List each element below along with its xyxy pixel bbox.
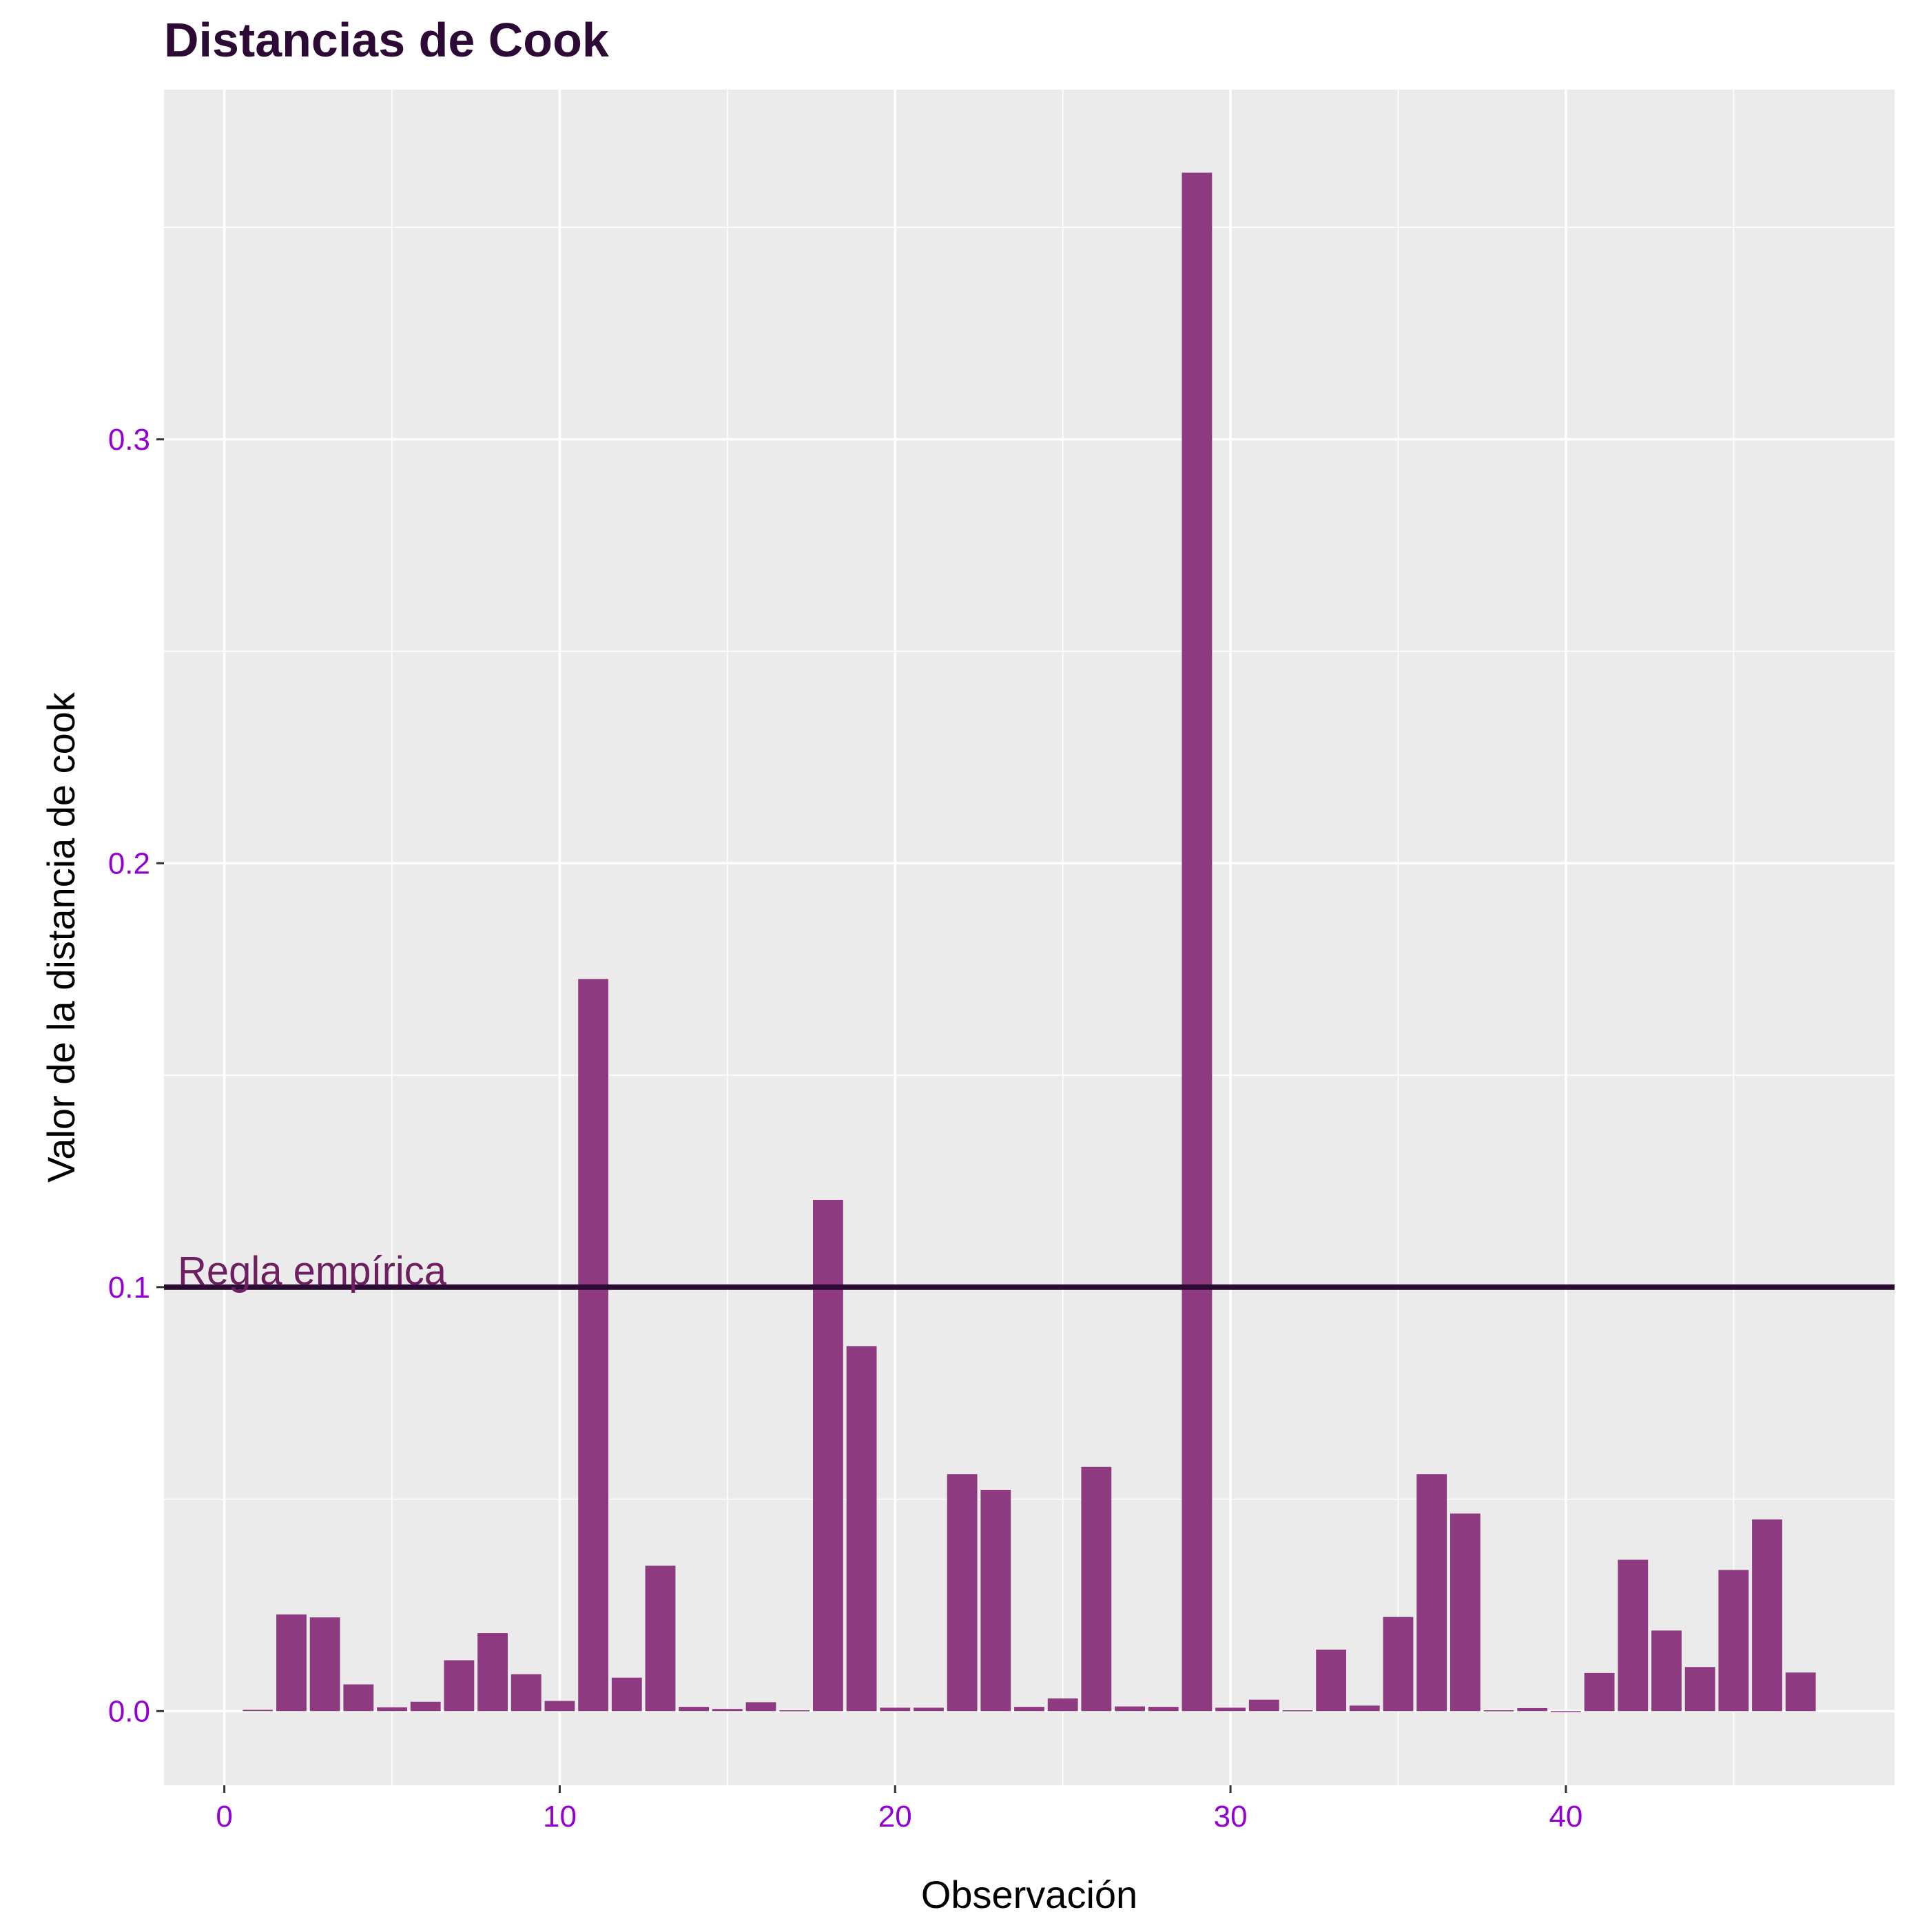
bar-observation-40 bbox=[1551, 1711, 1581, 1712]
bar-observation-37 bbox=[1450, 1513, 1481, 1712]
bar-observation-47 bbox=[1785, 1672, 1816, 1712]
x-tick-label: 20 bbox=[878, 1800, 912, 1834]
bar-observation-41 bbox=[1584, 1672, 1615, 1712]
bar-observation-38 bbox=[1483, 1710, 1514, 1712]
bar-observation-25 bbox=[1047, 1698, 1078, 1712]
bar-observation-42 bbox=[1618, 1559, 1649, 1712]
bar-observation-24 bbox=[1014, 1707, 1044, 1712]
bar-observation-45 bbox=[1718, 1570, 1749, 1712]
bar-observation-31 bbox=[1248, 1699, 1279, 1712]
bar-observation-9 bbox=[510, 1674, 541, 1712]
bar-observation-11 bbox=[578, 979, 609, 1712]
x-tick-label: 0 bbox=[216, 1800, 232, 1834]
y-tick-label: 0.2 bbox=[108, 846, 150, 880]
bar-observation-33 bbox=[1316, 1650, 1347, 1712]
major-gridlines bbox=[164, 90, 1895, 1785]
bar-observation-20 bbox=[880, 1707, 911, 1712]
bar-observation-14 bbox=[679, 1707, 710, 1712]
minor-gridlines bbox=[164, 90, 1895, 1785]
bar-observation-19 bbox=[846, 1346, 877, 1712]
bar-observation-36 bbox=[1416, 1474, 1447, 1712]
bar-observation-32 bbox=[1282, 1710, 1313, 1712]
x-axis-title: Observación bbox=[921, 1873, 1137, 1916]
bar-observation-28 bbox=[1148, 1707, 1179, 1712]
bar-observation-13 bbox=[645, 1566, 676, 1712]
bar-observation-8 bbox=[477, 1633, 508, 1712]
bar-observation-30 bbox=[1215, 1707, 1246, 1712]
bar-observation-35 bbox=[1383, 1617, 1414, 1712]
x-tick-label: 10 bbox=[543, 1800, 577, 1834]
x-tick-label: 30 bbox=[1214, 1800, 1248, 1834]
reference-line-label: Regla empírica bbox=[178, 1249, 447, 1294]
x-tick-label: 40 bbox=[1549, 1800, 1582, 1834]
bar-observation-46 bbox=[1752, 1519, 1782, 1712]
bar-observation-17 bbox=[779, 1710, 810, 1712]
bars bbox=[243, 172, 1816, 1712]
bar-observation-23 bbox=[980, 1489, 1011, 1712]
bar-observation-43 bbox=[1651, 1630, 1682, 1712]
bar-observation-16 bbox=[745, 1702, 776, 1712]
x-axis-ticks: 0 10 20 30 40 bbox=[216, 1785, 1582, 1834]
y-tick-label: 0.0 bbox=[108, 1694, 150, 1728]
y-axis-title: Valor de la distancia de cook bbox=[39, 692, 83, 1183]
y-tick-label: 0.1 bbox=[108, 1271, 150, 1305]
bar-observation-1 bbox=[243, 1710, 274, 1712]
bar-observation-26 bbox=[1081, 1466, 1112, 1712]
bar-observation-18 bbox=[813, 1199, 843, 1712]
bar-observation-22 bbox=[947, 1474, 978, 1712]
bar-observation-15 bbox=[712, 1709, 743, 1712]
bar-observation-34 bbox=[1349, 1705, 1380, 1712]
bar-observation-7 bbox=[444, 1660, 475, 1712]
bar-observation-2 bbox=[276, 1614, 307, 1712]
bar-observation-10 bbox=[544, 1701, 575, 1712]
bar-observation-3 bbox=[309, 1617, 340, 1712]
bar-observation-29 bbox=[1182, 172, 1213, 1712]
bar-observation-4 bbox=[343, 1684, 374, 1712]
bar-observation-21 bbox=[914, 1707, 944, 1712]
y-tick-label: 0.3 bbox=[108, 423, 150, 457]
plot-panel bbox=[164, 90, 1895, 1785]
bar-observation-39 bbox=[1517, 1707, 1548, 1712]
chart-title: Distancias de Cook bbox=[164, 13, 609, 67]
bar-observation-27 bbox=[1115, 1706, 1145, 1712]
bar-observation-5 bbox=[377, 1707, 407, 1712]
bar-observation-44 bbox=[1684, 1667, 1715, 1712]
y-axis-ticks: 0.0 0.1 0.2 0.3 bbox=[108, 423, 164, 1728]
bar-observation-6 bbox=[410, 1701, 441, 1712]
bar-observation-12 bbox=[611, 1677, 642, 1712]
